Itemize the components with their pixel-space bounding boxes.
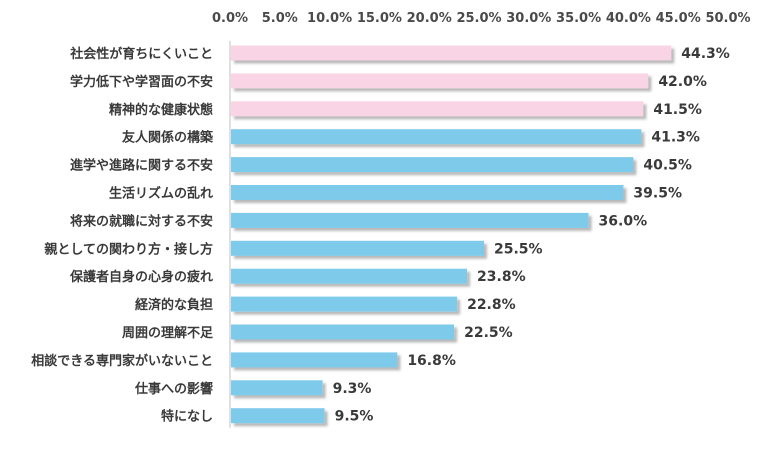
category-label: 精神的な健康状態 (109, 102, 213, 118)
x-tick-label: 15.0% (357, 11, 402, 26)
category-label: 相談できる専門家がいないこと (31, 353, 213, 369)
data-labels: 44.3% 42.0% 41.5% 41.3% 40.5% 39.5% 36.0% 25.5%… (333, 46, 730, 425)
x-tick-label: 0.0% (212, 11, 248, 26)
category-label: 特になし (161, 409, 213, 425)
x-tick-label: 30.0% (506, 11, 551, 26)
category-label: 学力低下や学習面の不安 (70, 74, 213, 90)
category-label: 親としての関わり方・接し方 (44, 241, 213, 257)
bar (231, 45, 672, 61)
bar (231, 240, 484, 256)
bar (231, 185, 624, 200)
data-label: 44.3% (681, 46, 730, 62)
category-label: 周囲の理解不足 (122, 325, 214, 341)
bar (231, 212, 589, 228)
bar (231, 101, 644, 117)
data-label: 42.0% (658, 74, 707, 90)
data-label: 22.8% (467, 297, 516, 313)
data-label: 41.5% (653, 102, 702, 118)
x-tick-label: 25.0% (456, 11, 501, 26)
category-label: 将来の就職に対する不安 (70, 213, 213, 229)
data-label: 16.8% (407, 353, 456, 369)
x-axis-ticks: 0.0% 5.0% 10.0% 15.0% 20.0% 25.0% 30.0% 35.0% 40… (212, 11, 751, 26)
bar (231, 157, 634, 173)
data-label: 25.5% (494, 241, 543, 257)
bar (231, 129, 642, 145)
bar (231, 324, 455, 340)
bar (231, 268, 468, 284)
x-tick-label: 10.0% (307, 11, 352, 26)
bar (231, 73, 649, 89)
bars (231, 45, 672, 424)
data-label: 22.5% (464, 325, 513, 341)
data-label: 36.0% (599, 213, 648, 229)
x-tick-label: 20.0% (407, 11, 452, 26)
bar (231, 352, 398, 368)
data-label: 23.8% (477, 269, 526, 285)
x-tick-label: 5.0% (262, 11, 298, 26)
category-labels: 社会性が育ちにくいこと学力低下や学習面の不安精神的な健康状態友人関係の構築進学や… (31, 46, 214, 425)
category-label: 仕事への影響 (134, 381, 213, 397)
x-tick-label: 35.0% (556, 11, 601, 26)
category-label: 社会性が育ちにくいこと (69, 46, 213, 62)
x-tick-label: 40.0% (606, 11, 651, 26)
bar (231, 380, 323, 396)
category-label: 保護者自身の心身の疲れ (69, 269, 213, 285)
data-label: 9.3% (333, 381, 372, 397)
bar (231, 296, 458, 312)
x-tick-label: 45.0% (656, 11, 701, 26)
bar (231, 408, 325, 424)
data-label: 39.5% (633, 186, 682, 202)
data-label: 40.5% (643, 158, 692, 174)
data-label: 9.5% (335, 409, 374, 425)
x-tick-label: 50.0% (705, 11, 750, 26)
category-label: 生活リズムの乱れ (109, 186, 213, 202)
category-label: 友人関係の構築 (122, 130, 214, 146)
data-label: 41.3% (651, 130, 700, 146)
category-label: 進学や進路に関する不安 (70, 158, 213, 174)
category-label: 経済的な負担 (135, 297, 213, 313)
